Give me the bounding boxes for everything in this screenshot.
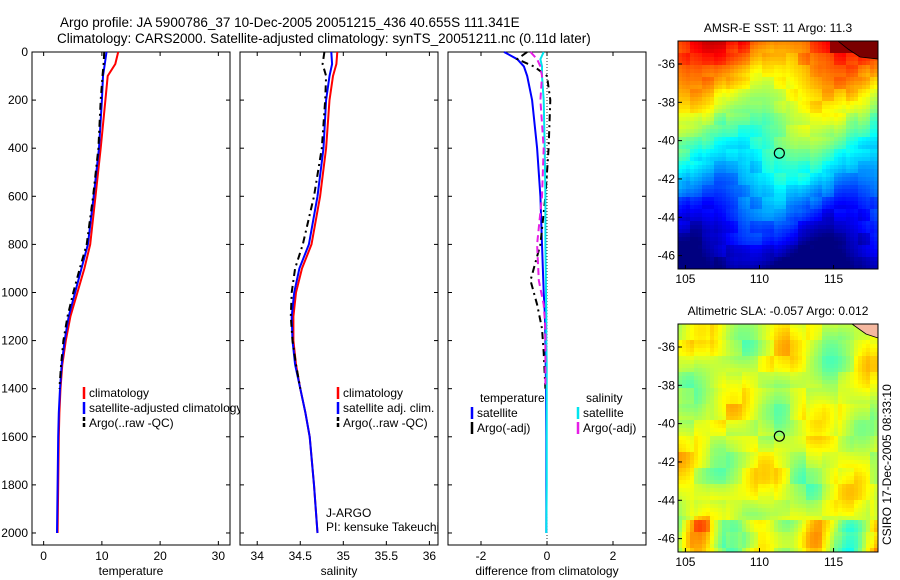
y-tick-label: 0 [21, 45, 28, 59]
legend-entry-label: Argo(..raw -QC) [343, 416, 428, 430]
y-tick-label: -44 [658, 210, 676, 224]
heatmap-field [678, 324, 879, 553]
x-tick-label: 115 [824, 272, 843, 286]
series-line-black [289, 51, 328, 389]
salinity-panel: 34 34.5 35 35.5 36 salinity climatologysatelli… [239, 51, 439, 578]
x-tick-label: 34 [251, 549, 265, 563]
x-tick-label: 2 [610, 549, 617, 563]
figure-title-line2: Climatology: CARS2000. Satellite-adjuste… [57, 31, 591, 46]
sst-map-panel: AMSR-E SST: 11 Argo: 11.3 105 110 115 -36 -38… [658, 21, 879, 286]
legend-entry-label: satellite adj. clim. [343, 401, 434, 415]
x-axis-label: salinity [321, 564, 358, 578]
x-tick-label: 115 [824, 555, 843, 569]
y-tick-label: -36 [658, 57, 676, 71]
y-tick-label: 2000 [1, 526, 28, 540]
y-tick-label: 1400 [1, 382, 28, 396]
map-title: AMSR-E SST: 11 Argo: 11.3 [704, 21, 853, 35]
y-tick-label: -38 [658, 378, 676, 392]
map-frame [677, 323, 879, 553]
y-tick-label: -42 [658, 455, 676, 469]
legend-entry-label: climatology [89, 386, 149, 400]
legend-entry-label: satellite-adjusted climatology [89, 401, 242, 415]
y-tick-label: -46 [658, 532, 676, 546]
x-axis-label: difference from climatology [475, 564, 618, 578]
plot-frame [31, 51, 231, 546]
y-tick-label: 1000 [1, 285, 28, 299]
plot-frame [239, 51, 439, 546]
x-tick-label: 34.5 [289, 549, 313, 563]
x-tick-label: 36 [423, 549, 437, 563]
y-tick-label: -42 [658, 172, 676, 186]
y-tick-label: 400 [8, 141, 28, 155]
y-tick-label: -38 [658, 95, 676, 109]
y-tick-label: 1200 [1, 334, 28, 348]
legend-entry-label: Argo(-adj) [583, 421, 636, 435]
legend-entry-label: climatology [343, 386, 403, 400]
y-tick-label: -40 [658, 134, 676, 148]
x-tick-label: 105 [675, 272, 695, 286]
x-tick-label: 20 [153, 549, 167, 563]
x-tick-label: 30 [212, 549, 226, 563]
temperature-panel: 0 10 20 30 0 200 400 600 800 1000 1200 1400 1600 1800… [1, 45, 242, 578]
float-location-marker [773, 147, 785, 159]
x-tick-label: 0 [40, 549, 47, 563]
y-tick-label: 1800 [1, 478, 28, 492]
y-tick-label: 800 [8, 237, 28, 251]
y-tick-label: -36 [658, 340, 676, 354]
legend-entry-label: Argo(-adj) [477, 421, 530, 435]
x-axis-label: temperature [99, 564, 164, 578]
series-line-black [58, 51, 106, 389]
map-title: Altimetric SLA: -0.057 Argo: 0.012 [688, 304, 869, 318]
legend-group-title: temperature [480, 391, 545, 405]
float-location-marker [773, 430, 785, 442]
sla-map-panel: Altimetric SLA: -0.057 Argo: 0.012 105 110… [658, 304, 879, 569]
x-tick-label: 0 [544, 549, 551, 563]
legend-entry-label: Argo(..raw -QC) [89, 416, 174, 430]
y-tick-label: 600 [8, 189, 28, 203]
y-tick-label: -44 [658, 493, 676, 507]
x-tick-label: 110 [750, 555, 769, 569]
series-line-blue [290, 51, 334, 534]
legend-entry-label: satellite [583, 406, 624, 420]
x-tick-label: -2 [476, 549, 487, 563]
x-tick-label: 35.5 [375, 549, 399, 563]
credit-line2: PI: kensuke Takeuchi [326, 520, 439, 534]
legend-entry-label: satellite [477, 406, 518, 420]
series-line-magenta [529, 51, 547, 389]
y-tick-label: 1600 [1, 430, 28, 444]
x-tick-label: 35 [337, 549, 351, 563]
legend-group-title: salinity [586, 391, 623, 405]
credit-line1: J-ARGO [326, 506, 371, 520]
x-tick-label: 10 [95, 549, 109, 563]
y-tick-label: -46 [658, 249, 676, 263]
y-tick-label: 200 [8, 93, 28, 107]
x-tick-label: 105 [675, 555, 695, 569]
map-frame [677, 40, 879, 270]
figure-title-line1: Argo profile: JA 5900786_37 10-Dec-2005 … [60, 15, 520, 30]
side-timestamp-label: CSIRO 17-Dec-2005 08:33:10 [880, 384, 894, 545]
y-tick-label: -40 [658, 417, 676, 431]
x-tick-label: 110 [750, 272, 769, 286]
heatmap-field [678, 41, 879, 270]
